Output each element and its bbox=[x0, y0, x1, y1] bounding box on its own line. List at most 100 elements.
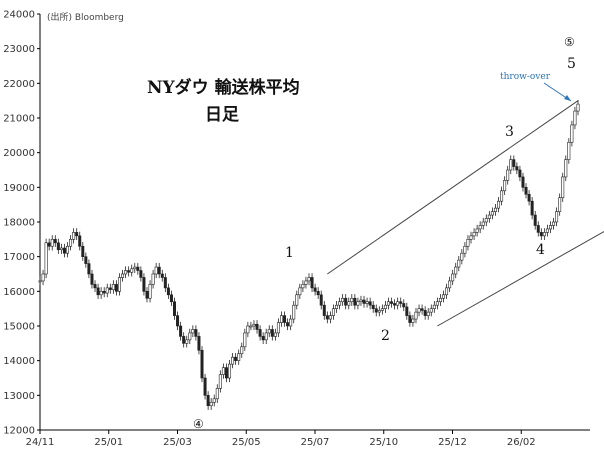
candle-body bbox=[133, 266, 137, 270]
candle-body bbox=[457, 259, 461, 268]
candle-body bbox=[215, 388, 219, 400]
x-tick-label: 25/01 bbox=[94, 437, 123, 448]
y-tick-label: 13000 bbox=[3, 391, 35, 402]
candle-body bbox=[558, 197, 562, 212]
candle-body bbox=[438, 297, 442, 303]
y-tick-label: 18000 bbox=[3, 218, 35, 229]
candle-body bbox=[286, 322, 290, 327]
x-tick-label: 26/02 bbox=[507, 437, 536, 448]
candle-body bbox=[506, 169, 510, 181]
candle-body bbox=[169, 294, 173, 303]
trend-channel bbox=[327, 100, 604, 327]
candle-body bbox=[338, 301, 342, 306]
candle-body bbox=[157, 266, 161, 275]
candle-body bbox=[570, 124, 574, 143]
candle-body bbox=[44, 242, 48, 275]
wave-label-3: 3 bbox=[505, 124, 514, 140]
candle-body bbox=[405, 306, 409, 316]
candle-body bbox=[151, 273, 155, 285]
candle-body bbox=[307, 277, 311, 282]
candle-body bbox=[325, 315, 329, 320]
candle-body bbox=[127, 270, 131, 273]
candle-body bbox=[279, 315, 283, 323]
candle-body bbox=[301, 284, 305, 289]
candle-body bbox=[417, 308, 421, 313]
wave-label-circle5: ⑤ bbox=[564, 35, 575, 49]
throwover-label: throw-over bbox=[500, 72, 551, 82]
candle-body bbox=[81, 245, 85, 257]
candle-body bbox=[426, 311, 430, 316]
candle-body bbox=[295, 294, 299, 306]
channel-upper-line bbox=[327, 100, 579, 275]
candle-body bbox=[460, 252, 464, 261]
candle-body bbox=[561, 176, 565, 199]
y-tick-label: 20000 bbox=[3, 148, 35, 159]
candle-body bbox=[130, 268, 134, 273]
candle-body bbox=[487, 214, 491, 219]
candle-body bbox=[344, 297, 348, 306]
candle-body bbox=[478, 225, 482, 230]
candle-body bbox=[530, 200, 534, 216]
candle-body bbox=[319, 294, 323, 306]
candle-body bbox=[194, 329, 198, 337]
candle-body bbox=[527, 193, 531, 202]
candle-body bbox=[59, 247, 63, 251]
candle-body bbox=[206, 395, 210, 407]
y-tick-label: 21000 bbox=[3, 114, 35, 125]
wave-label-1: 1 bbox=[285, 245, 294, 261]
candle-body bbox=[536, 225, 540, 233]
candle-body bbox=[435, 301, 439, 306]
candle-body bbox=[356, 301, 360, 306]
candle-body bbox=[399, 301, 403, 304]
candle-body bbox=[298, 287, 302, 296]
candle-body bbox=[209, 401, 213, 407]
candle-body bbox=[182, 336, 186, 344]
candle-body bbox=[567, 141, 571, 160]
y-tick-label: 14000 bbox=[3, 356, 35, 367]
candle-body bbox=[374, 308, 378, 313]
candle-body bbox=[136, 266, 140, 271]
candle-body bbox=[56, 242, 60, 251]
candle-body bbox=[466, 239, 470, 247]
y-tick-label: 15000 bbox=[3, 322, 35, 333]
candle-body bbox=[524, 187, 528, 195]
candle-body bbox=[411, 318, 415, 323]
candle-body bbox=[72, 232, 76, 240]
candle-body bbox=[188, 332, 192, 341]
candle-body bbox=[396, 301, 400, 306]
candle-body bbox=[139, 270, 143, 278]
candle-body bbox=[521, 176, 525, 188]
candle-body bbox=[365, 301, 369, 304]
candle-body bbox=[148, 284, 152, 299]
candle-body bbox=[564, 159, 568, 178]
candle-body bbox=[273, 332, 277, 337]
candle-body bbox=[47, 242, 51, 247]
candle-body bbox=[62, 247, 66, 254]
candle-body bbox=[576, 103, 580, 112]
candle-body bbox=[304, 280, 308, 285]
candle-body bbox=[270, 329, 274, 337]
candle-body bbox=[414, 311, 418, 320]
candle-body bbox=[75, 232, 79, 237]
candle-body bbox=[484, 218, 488, 223]
candle-body bbox=[179, 325, 183, 337]
x-tick-label: 24/11 bbox=[26, 437, 55, 448]
wave-label-2: 2 bbox=[381, 328, 390, 344]
candle-body bbox=[420, 308, 424, 311]
candle-body bbox=[347, 301, 351, 306]
candle-body bbox=[383, 304, 387, 309]
candle-body bbox=[50, 239, 54, 247]
candle-body bbox=[111, 284, 115, 290]
candle-body bbox=[102, 291, 106, 294]
candle-body bbox=[542, 232, 546, 237]
x-axis-ticks: 24/11 25/01 25/03 25/05 25/07 25/10 25/12 26/02 bbox=[26, 430, 536, 448]
candle-body bbox=[371, 304, 375, 309]
candle-body bbox=[313, 287, 317, 292]
candle-body bbox=[87, 263, 91, 275]
candle-body bbox=[545, 228, 549, 233]
candle-body bbox=[99, 291, 103, 296]
candle-body bbox=[258, 329, 262, 337]
candle-body bbox=[197, 336, 201, 351]
candle-body bbox=[176, 315, 180, 327]
